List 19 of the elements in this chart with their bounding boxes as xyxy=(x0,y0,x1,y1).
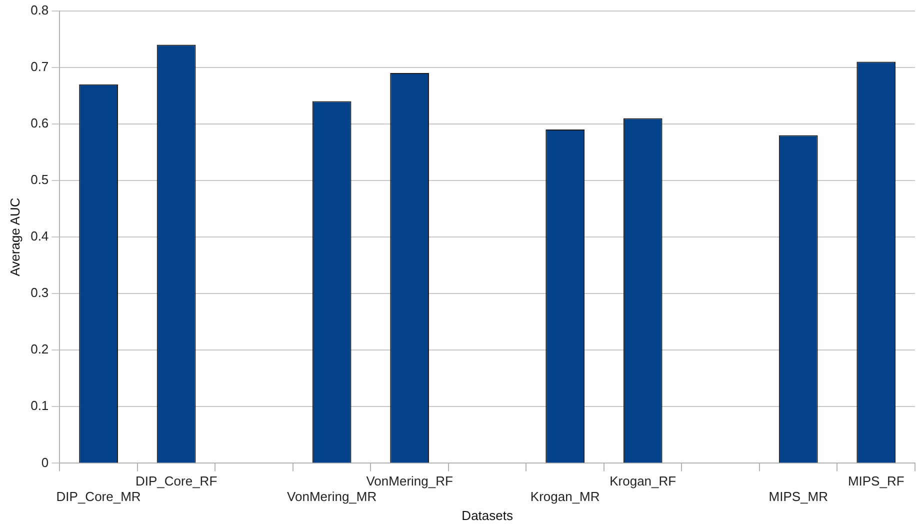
y-tick-label: 0.3 xyxy=(30,285,49,300)
x-tick-label: MIPS_MR xyxy=(768,489,828,504)
x-tick-label: VonMering_RF xyxy=(366,474,453,489)
y-tick-label: 0.5 xyxy=(30,172,49,188)
x-tick-label: Krogan_RF xyxy=(610,474,676,489)
x-axis-title: Datasets xyxy=(462,508,514,523)
y-tick-label: 0.1 xyxy=(30,398,49,414)
x-tick-label: DIP_Core_RF xyxy=(135,474,218,489)
x-tick-label: DIP_Core_MR xyxy=(56,489,141,504)
x-tick-label: VonMering_MR xyxy=(287,489,377,504)
y-tick-label: 0.4 xyxy=(30,228,49,244)
x-tick-label: MIPS_RF xyxy=(848,474,904,489)
y-tick-label: 0.6 xyxy=(30,115,49,130)
y-tick-label: 0.7 xyxy=(30,58,49,74)
y-tick-label: 0.8 xyxy=(30,2,49,18)
y-tick-label: 0 xyxy=(41,454,49,470)
x-tick-label: Krogan_MR xyxy=(530,489,600,504)
y-tick-label: 0.2 xyxy=(30,342,49,357)
y-axis-title: Average AUC xyxy=(7,198,22,276)
